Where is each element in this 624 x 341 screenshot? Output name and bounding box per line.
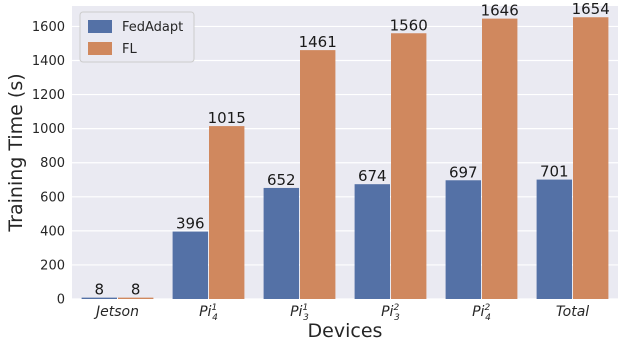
- data-label: 701: [540, 163, 569, 181]
- bar-fl: [573, 17, 609, 300]
- y-tick-label: 400: [40, 224, 65, 239]
- data-labels: 8 8 396 1015 652 1461 674 1560 697 1646 701 1654: [95, 0, 610, 298]
- y-axis-label: Training Time (s): [5, 73, 27, 232]
- x-tick-label: Jetson: [93, 304, 139, 320]
- bar-fl: [391, 33, 427, 300]
- data-label: 396: [176, 215, 205, 233]
- data-label: 8: [131, 281, 141, 299]
- data-label: 1461: [299, 33, 337, 51]
- y-tick-label: 1000: [32, 122, 65, 137]
- bar-fedadapt: [536, 179, 572, 299]
- bar-fedadapt: [354, 184, 390, 299]
- legend: FedAdapt FL: [79, 11, 195, 63]
- legend-label: FL: [122, 42, 137, 57]
- bar-fl: [209, 126, 245, 299]
- x-tick-label: Pi2 3: [381, 303, 400, 323]
- bar-fedadapt: [81, 297, 117, 299]
- bar-fl: [300, 50, 336, 300]
- y-tick-label: 0: [57, 293, 65, 308]
- data-label: 8: [95, 281, 105, 299]
- x-tick-label: Total: [556, 304, 589, 320]
- data-label: 652: [267, 171, 296, 189]
- bar-fedadapt: [263, 187, 299, 299]
- x-axis-label: Devices: [308, 320, 383, 341]
- data-label: 674: [358, 167, 387, 185]
- x-axis-ticks: Jetson Pi1 4 Pi1 3 Pi2 3 Pi2 4 Total: [93, 303, 589, 323]
- data-label: 1015: [208, 109, 246, 127]
- y-axis-ticks: 0 200 400 600 800 1000 1200 1400 1600: [32, 20, 65, 308]
- legend-label: FedAdapt: [122, 20, 183, 35]
- bar-fl: [118, 297, 154, 299]
- bar-fedadapt: [445, 180, 481, 299]
- legend-swatch: [88, 20, 112, 33]
- x-tick-label: Pi1 3: [290, 303, 309, 323]
- x-tick-label: Pi1 4: [199, 303, 218, 323]
- y-tick-label: 800: [40, 156, 65, 171]
- bar-fl: [482, 18, 518, 300]
- y-tick-label: 600: [40, 190, 65, 205]
- data-label: 1560: [390, 16, 428, 34]
- y-tick-label: 1200: [32, 88, 65, 103]
- data-label: 697: [449, 163, 478, 181]
- data-label: 1646: [481, 2, 519, 20]
- bar-fedadapt: [172, 231, 208, 299]
- bars: [81, 17, 609, 300]
- y-tick-label: 1400: [32, 54, 65, 69]
- legend-swatch: [88, 42, 112, 55]
- x-tick-label: Pi2 4: [472, 303, 491, 323]
- y-tick-label: 1600: [32, 20, 65, 35]
- data-label: 1654: [572, 0, 610, 18]
- y-tick-label: 200: [40, 258, 65, 273]
